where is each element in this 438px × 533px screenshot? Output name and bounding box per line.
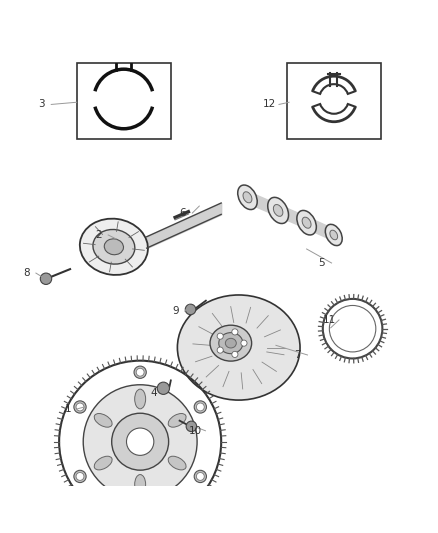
Circle shape bbox=[217, 333, 223, 340]
Text: 2: 2 bbox=[95, 230, 102, 240]
Circle shape bbox=[185, 304, 196, 314]
Text: 3: 3 bbox=[38, 100, 45, 109]
Circle shape bbox=[232, 329, 238, 335]
Ellipse shape bbox=[330, 230, 338, 240]
Circle shape bbox=[83, 385, 197, 499]
Bar bbox=[77, 63, 171, 140]
Circle shape bbox=[194, 401, 206, 413]
Text: 11: 11 bbox=[323, 315, 336, 325]
Circle shape bbox=[74, 470, 86, 482]
Circle shape bbox=[232, 351, 238, 358]
Ellipse shape bbox=[168, 456, 186, 470]
Circle shape bbox=[196, 472, 204, 480]
FancyArrow shape bbox=[245, 192, 280, 215]
Circle shape bbox=[134, 505, 146, 518]
Circle shape bbox=[196, 403, 204, 411]
Circle shape bbox=[40, 273, 52, 285]
Ellipse shape bbox=[325, 224, 342, 246]
Ellipse shape bbox=[238, 185, 257, 209]
Circle shape bbox=[134, 366, 146, 378]
Circle shape bbox=[186, 421, 197, 432]
Ellipse shape bbox=[302, 217, 311, 228]
Ellipse shape bbox=[135, 389, 145, 409]
Circle shape bbox=[76, 472, 84, 480]
Text: 4: 4 bbox=[150, 387, 157, 398]
Ellipse shape bbox=[219, 333, 243, 354]
FancyArrow shape bbox=[276, 205, 309, 228]
Ellipse shape bbox=[226, 338, 237, 348]
FancyArrow shape bbox=[304, 217, 336, 240]
Text: 1: 1 bbox=[64, 404, 71, 414]
Circle shape bbox=[74, 401, 86, 413]
Ellipse shape bbox=[268, 197, 289, 223]
Ellipse shape bbox=[177, 295, 300, 400]
Circle shape bbox=[241, 340, 247, 346]
Ellipse shape bbox=[210, 325, 251, 361]
Ellipse shape bbox=[135, 474, 145, 494]
Ellipse shape bbox=[93, 230, 135, 264]
Text: 8: 8 bbox=[23, 268, 30, 278]
Ellipse shape bbox=[94, 456, 112, 470]
Text: 7: 7 bbox=[294, 350, 301, 360]
Circle shape bbox=[217, 347, 223, 353]
Ellipse shape bbox=[168, 414, 186, 427]
Text: 6: 6 bbox=[179, 208, 186, 218]
Bar bbox=[287, 63, 381, 140]
Text: 10: 10 bbox=[189, 426, 202, 436]
Circle shape bbox=[194, 470, 206, 482]
Ellipse shape bbox=[243, 192, 252, 203]
Ellipse shape bbox=[94, 414, 112, 427]
Text: 12: 12 bbox=[263, 100, 276, 109]
Circle shape bbox=[136, 507, 144, 515]
Circle shape bbox=[76, 403, 84, 411]
Circle shape bbox=[157, 382, 170, 394]
Circle shape bbox=[127, 428, 154, 455]
Text: 9: 9 bbox=[172, 306, 179, 316]
Ellipse shape bbox=[297, 211, 316, 235]
Ellipse shape bbox=[273, 205, 283, 216]
Ellipse shape bbox=[80, 219, 148, 275]
Circle shape bbox=[136, 368, 144, 376]
Circle shape bbox=[112, 413, 169, 470]
Text: 5: 5 bbox=[318, 258, 325, 268]
Ellipse shape bbox=[104, 239, 124, 255]
